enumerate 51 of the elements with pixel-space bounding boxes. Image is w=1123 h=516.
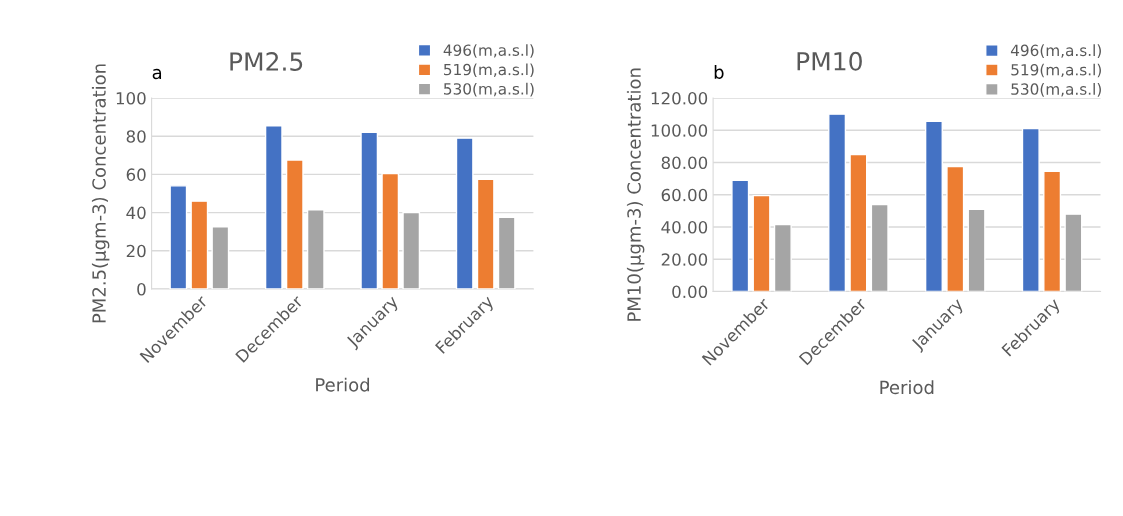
- y-tick-label: 0: [137, 282, 146, 296]
- bar: [190, 200, 209, 289]
- bar: [924, 120, 943, 292]
- legend-label: 519(m,a.s.l): [444, 63, 534, 78]
- bar: [455, 137, 474, 289]
- y-tick-label: 80: [126, 130, 146, 143]
- x-axis-title: Period: [880, 380, 934, 395]
- bar: [285, 159, 304, 289]
- bar: [306, 209, 325, 289]
- bar: [828, 113, 847, 292]
- y-tick-label: 100: [116, 92, 146, 105]
- bar: [264, 125, 283, 289]
- bar: [497, 216, 516, 289]
- bar: [1043, 170, 1062, 292]
- text: b: [714, 64, 724, 79]
- bar: [967, 208, 986, 292]
- y-tick-label: 100.00: [651, 124, 708, 137]
- text: a: [152, 68, 162, 80]
- legend-label: 530(m,a.s.l): [1011, 83, 1101, 97]
- y-axis-title: PM10(µgm-3) Concentration: [626, 68, 645, 321]
- chart-title: PM10: [797, 51, 862, 71]
- y-tick-label: 0.00: [672, 285, 708, 299]
- x-axis-title: Period: [316, 377, 370, 392]
- bar: [849, 153, 868, 292]
- y-tick-label: 20: [126, 244, 146, 258]
- bar: [731, 179, 750, 292]
- y-tick-label: 40.00: [661, 221, 708, 234]
- legend-label: 530(m,a.s.l): [444, 82, 534, 97]
- legend-label: 496(m,a.s.l): [443, 44, 534, 58]
- y-tick-label: 60: [126, 168, 146, 181]
- y-tick-label: 80.00: [661, 156, 708, 170]
- bar: [1021, 127, 1040, 292]
- bar: [870, 203, 889, 292]
- y-tick-label: 20.00: [661, 253, 708, 266]
- y-tick-label: 60.00: [661, 188, 708, 202]
- bar: [360, 131, 379, 289]
- legend-label: 519(m,a.s.l): [1011, 63, 1101, 78]
- bar: [752, 194, 771, 292]
- bar: [476, 178, 495, 289]
- bar: [211, 226, 230, 289]
- y-tick-label: 40: [126, 206, 146, 220]
- bar: [1064, 213, 1083, 292]
- bar: [169, 185, 188, 289]
- y-axis-title: PM2.5(µgm-3) Concentration: [91, 64, 110, 323]
- bar: [946, 165, 965, 292]
- bar: [402, 211, 421, 289]
- y-tick-label: 120.00: [651, 92, 708, 105]
- chart-title: PM2.5: [230, 52, 303, 71]
- bar: [773, 223, 792, 292]
- bar: [381, 172, 400, 289]
- legend-label: 496(m,a.s.l): [1010, 44, 1101, 58]
